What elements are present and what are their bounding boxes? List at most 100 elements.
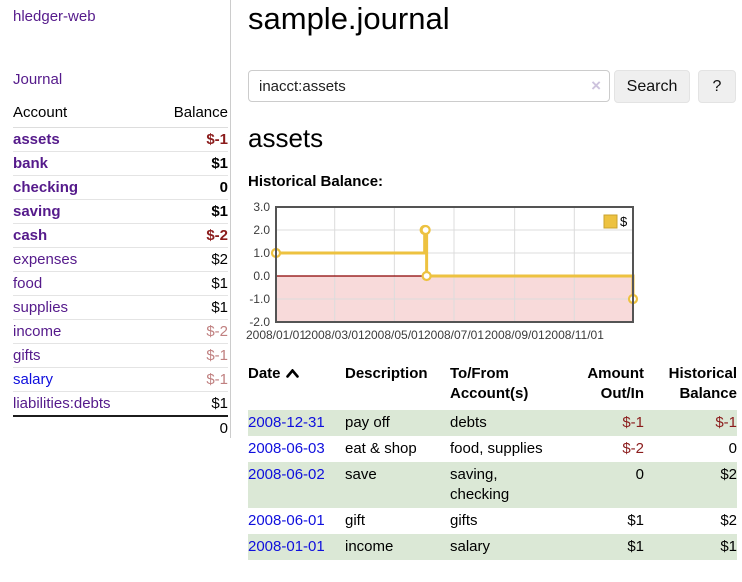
account-row: salary $-1 <box>13 367 228 392</box>
transaction-balance: $1 <box>644 534 737 560</box>
accounts-header: To/From Account(s) <box>450 365 529 402</box>
transaction-row: 2008-01-01 income salary $1 $1 <box>248 534 737 560</box>
transaction-balance: $2 <box>720 512 737 529</box>
transaction-amount: $-2 <box>622 440 644 457</box>
account-row: supplies $1 <box>13 295 228 320</box>
x-tick-label: 2008/07/01 <box>424 328 484 342</box>
search-form: × Search ? <box>248 70 742 103</box>
account-link-expenses[interactable]: expenses <box>13 251 78 268</box>
account-balance: $1 <box>151 295 228 320</box>
account-link-liabilities-debts[interactable]: liabilities:debts <box>13 395 111 412</box>
search-input[interactable] <box>248 70 610 102</box>
sidebar: hledger-web Journal Account Balance asse… <box>0 0 231 440</box>
account-balance: $1 <box>151 199 228 224</box>
transaction-date-cell: 2008-01-01 <box>248 534 345 560</box>
account-balance: $1 <box>151 391 228 417</box>
transaction-accounts: salary <box>450 534 572 560</box>
transaction-date-link[interactable]: 2008-06-02 <box>248 466 325 483</box>
legend-swatch <box>603 214 618 229</box>
account-link-salary[interactable]: salary <box>13 371 54 388</box>
account-balance: $-1 <box>151 367 228 392</box>
register-table: Date Description To/From Account(s) Amou… <box>248 360 737 560</box>
account-row: bank $1 <box>13 151 228 176</box>
transaction-date-cell: 2008-12-31 <box>248 410 345 436</box>
x-tick-label: 2008/09/01 <box>485 328 545 342</box>
transaction-description: eat & shop <box>345 440 417 457</box>
sidebar-item-journal[interactable]: Journal <box>13 71 63 88</box>
sort-by-date-header[interactable]: Date <box>248 360 345 410</box>
transaction-description: gift <box>345 512 366 529</box>
account-row: liabilities:debts $1 <box>13 391 228 417</box>
account-link-bank[interactable]: bank <box>13 155 49 172</box>
transaction-date-cell: 2008-06-03 <box>248 436 345 462</box>
y-tick-label: 2.0 <box>253 223 270 237</box>
transaction-date-link[interactable]: 2008-01-01 <box>248 538 325 555</box>
account-link-saving[interactable]: saving <box>13 203 61 220</box>
historical-balance-chart[interactable]: 3.0 2.0 1.0 0.0 -1.0 -2.0 2008/01/01 2008/03/01… <box>240 198 688 348</box>
transaction-description: pay off <box>345 410 450 436</box>
account-row: checking 0 <box>13 175 228 200</box>
accounts-table-header: Account Balance <box>13 100 228 128</box>
main-content: sample.journal × Search ? assets Histori… <box>246 0 742 582</box>
page-title: sample.journal <box>248 1 450 36</box>
account-link-gifts[interactable]: gifts <box>13 347 41 364</box>
transaction-balance: 0 <box>728 440 737 457</box>
transaction-date-link[interactable]: 2008-06-03 <box>248 440 325 457</box>
account-balance: 0 <box>151 175 228 200</box>
account-row: saving $1 <box>13 199 228 224</box>
account-link-food[interactable]: food <box>13 275 43 292</box>
account-link-supplies[interactable]: supplies <box>13 299 69 316</box>
clear-search-icon[interactable]: × <box>591 76 601 95</box>
sort-ascending-icon <box>285 364 299 384</box>
transaction-amount: $1 <box>572 534 644 560</box>
amount-header: Amount Out/In <box>587 365 644 402</box>
balance-chart-canvas: 3.0 2.0 1.0 0.0 -1.0 -2.02008/01/012008/03/01… <box>246 200 639 342</box>
account-balance: $-1 <box>151 343 228 368</box>
x-tick-label: 2008/05/01 <box>364 328 424 342</box>
transaction-description: save <box>345 462 450 508</box>
transaction-amount: $1 <box>627 512 644 529</box>
transaction-date-link[interactable]: 2008-12-31 <box>248 414 325 431</box>
account-balance: $1 <box>151 151 228 176</box>
account-link-income[interactable]: income <box>13 323 62 340</box>
app-title-link[interactable]: hledger-web <box>13 8 96 25</box>
transaction-balance: $-1 <box>644 410 737 436</box>
transaction-amount: 0 <box>572 462 644 508</box>
transaction-accounts: debts <box>450 410 572 436</box>
account-row: expenses $2 <box>13 247 228 272</box>
description-header: Description <box>345 365 428 382</box>
register-header-row: Date Description To/From Account(s) Amou… <box>248 360 737 410</box>
data-point-marker <box>420 224 431 236</box>
account-balance: $2 <box>151 247 228 272</box>
account-link-assets[interactable]: assets <box>13 131 60 148</box>
account-balance: $-2 <box>151 319 228 344</box>
plot-border <box>275 206 634 323</box>
transaction-row: 2008-12-31 pay off debts $-1 $-1 <box>248 410 737 436</box>
y-tick-label: 1.0 <box>253 246 270 260</box>
transaction-row: 2008-06-01 gift gifts $1 $2 <box>248 508 737 534</box>
balance-column-header: Balance <box>151 100 228 128</box>
account-link-checking[interactable]: checking <box>13 179 79 196</box>
transaction-accounts: gifts <box>450 512 478 529</box>
transaction-accounts: saving, checking <box>450 462 572 508</box>
search-button[interactable]: Search <box>614 70 690 103</box>
account-balance: $-2 <box>151 223 228 248</box>
total-spacer <box>13 415 152 440</box>
x-tick-label: 2008/11/01 <box>545 328 604 342</box>
account-row: gifts $-1 <box>13 343 228 368</box>
y-tick-label: -1.0 <box>249 292 270 306</box>
legend-label: $ <box>620 214 628 229</box>
transaction-date-link[interactable]: 2008-06-01 <box>248 512 325 529</box>
account-link-cash[interactable]: cash <box>13 227 48 244</box>
y-tick-label: 3.0 <box>253 200 270 214</box>
help-button[interactable]: ? <box>698 70 736 103</box>
transaction-accounts: food, supplies <box>450 440 543 457</box>
account-balance: $1 <box>151 271 228 296</box>
account-column-header: Account <box>13 100 152 128</box>
account-heading: assets <box>248 123 324 153</box>
x-tick-label: 2008/03/01 <box>305 328 365 342</box>
account-row: assets $-1 <box>13 127 228 152</box>
account-row: food $1 <box>13 271 228 296</box>
date-header-label: Date <box>248 365 281 382</box>
